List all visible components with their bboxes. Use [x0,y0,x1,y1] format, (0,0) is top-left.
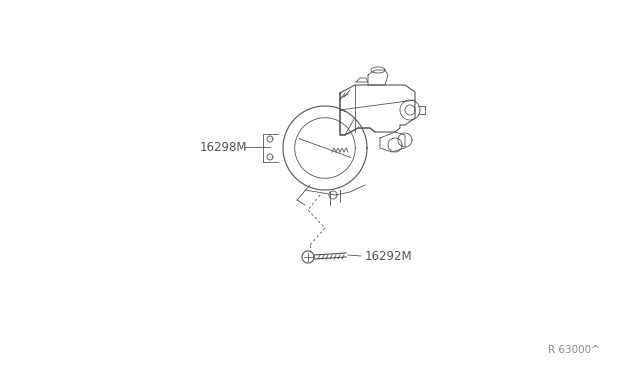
Text: 16298M: 16298M [200,141,248,154]
Text: R 63000^: R 63000^ [548,345,600,355]
Text: 16292M: 16292M [365,250,413,263]
